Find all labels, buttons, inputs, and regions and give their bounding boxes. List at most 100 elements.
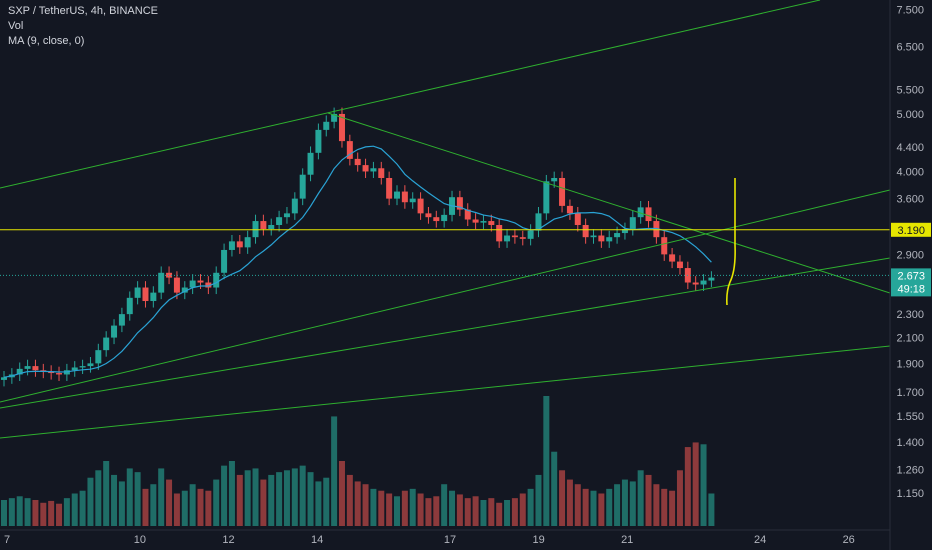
candle-body bbox=[244, 237, 251, 248]
candle-body bbox=[590, 235, 597, 238]
time-tick-label: 10 bbox=[134, 534, 146, 546]
volume-bar bbox=[504, 500, 511, 526]
candle-body bbox=[401, 191, 408, 203]
volume-bar bbox=[142, 488, 149, 526]
volume-bar bbox=[48, 500, 55, 526]
indicator-ma[interactable]: MA (9, close, 0) bbox=[8, 35, 85, 47]
volume-bar bbox=[401, 490, 408, 526]
volume-bar bbox=[346, 474, 353, 526]
volume-bar bbox=[8, 498, 15, 526]
volume-bar bbox=[614, 484, 621, 526]
candle-body bbox=[205, 282, 212, 288]
volume-bar bbox=[323, 477, 330, 526]
volume-bar bbox=[559, 470, 566, 526]
volume-bar bbox=[260, 479, 267, 526]
volume-bar bbox=[637, 470, 644, 526]
time-tick-label: 21 bbox=[621, 534, 633, 546]
volume-bar bbox=[551, 451, 558, 526]
candle-body bbox=[315, 129, 322, 153]
candle-body bbox=[676, 261, 683, 269]
volume-bars bbox=[1, 396, 715, 526]
candle-body bbox=[260, 221, 267, 229]
volume-bar bbox=[645, 474, 652, 526]
indicator-volume[interactable]: Vol bbox=[8, 20, 24, 32]
volume-bar bbox=[32, 500, 39, 526]
candle-body bbox=[103, 337, 110, 351]
price-tick-label: 1.900 bbox=[896, 358, 924, 370]
volume-bar bbox=[480, 500, 487, 526]
volume-bar bbox=[472, 496, 479, 526]
volume-bar bbox=[56, 503, 63, 526]
price-tick-label: 1.550 bbox=[896, 411, 924, 423]
price-tick-label: 2.100 bbox=[896, 333, 924, 345]
time-tick-label: 12 bbox=[222, 534, 234, 546]
price-tick-label: 7.500 bbox=[896, 4, 924, 16]
volume-bar bbox=[449, 490, 456, 526]
price-tick-label: 1.260 bbox=[896, 464, 924, 476]
candle-body bbox=[331, 113, 338, 122]
volume-bar bbox=[535, 474, 542, 526]
candle-body bbox=[535, 213, 542, 231]
candle-body bbox=[354, 158, 361, 166]
candle-body bbox=[134, 287, 141, 298]
time-tick-label: 24 bbox=[754, 534, 766, 546]
trend-line bbox=[327, 112, 891, 294]
volume-bar bbox=[488, 498, 495, 526]
volume-bar bbox=[590, 490, 597, 526]
candle-body bbox=[118, 314, 125, 326]
volume-bar bbox=[574, 484, 581, 526]
volume-bar bbox=[134, 472, 141, 526]
volume-bar bbox=[464, 498, 471, 526]
candle-body bbox=[692, 282, 699, 285]
volume-bar bbox=[315, 481, 322, 526]
volume-bar bbox=[433, 496, 440, 526]
candle-body bbox=[236, 241, 243, 248]
candle-body bbox=[291, 198, 298, 214]
price-tick-label: 4.000 bbox=[896, 166, 924, 178]
price-tick-label: 3.600 bbox=[896, 194, 924, 206]
volume-bar bbox=[338, 461, 345, 526]
price-tick-label: 5.000 bbox=[896, 109, 924, 121]
moving-average bbox=[3, 145, 712, 378]
candle-body bbox=[519, 237, 526, 239]
price-tick-label: 2.900 bbox=[896, 249, 924, 261]
volume-bar bbox=[692, 442, 699, 526]
drawings bbox=[0, 0, 891, 439]
candle-body bbox=[24, 366, 31, 369]
volume-bar bbox=[331, 416, 338, 526]
volume-bar bbox=[189, 484, 196, 526]
volume-bar bbox=[394, 496, 400, 526]
candle-body bbox=[574, 213, 581, 225]
volume-bar bbox=[606, 488, 613, 526]
volume-bar bbox=[456, 494, 463, 526]
volume-bar bbox=[519, 493, 526, 526]
time-tick-label: 7 bbox=[4, 534, 10, 546]
candle-body bbox=[142, 287, 149, 302]
candle-body bbox=[504, 235, 511, 242]
candle-body bbox=[496, 224, 503, 242]
trend-line bbox=[0, 345, 891, 439]
candle-body bbox=[346, 141, 353, 159]
candle-body bbox=[551, 177, 558, 182]
candle-body bbox=[323, 121, 330, 130]
volume-bar bbox=[276, 472, 283, 526]
volume-bar bbox=[684, 447, 691, 526]
countdown-label: 49:18 bbox=[897, 283, 925, 295]
candle-body bbox=[228, 241, 235, 250]
volume-bar bbox=[425, 498, 432, 526]
volume-bar bbox=[669, 490, 676, 526]
candle-body bbox=[283, 213, 290, 218]
candle-body bbox=[1, 377, 7, 380]
volume-bar bbox=[386, 493, 393, 526]
candle-body bbox=[425, 213, 432, 218]
volume-bar bbox=[527, 488, 534, 526]
price-tick-label: 1.700 bbox=[896, 387, 924, 399]
volume-bar bbox=[205, 490, 212, 526]
candles bbox=[1, 107, 715, 387]
volume-bar bbox=[126, 468, 133, 526]
price-tick-label: 5.500 bbox=[896, 84, 924, 96]
candle-body bbox=[48, 371, 55, 374]
candle-body bbox=[150, 292, 157, 302]
